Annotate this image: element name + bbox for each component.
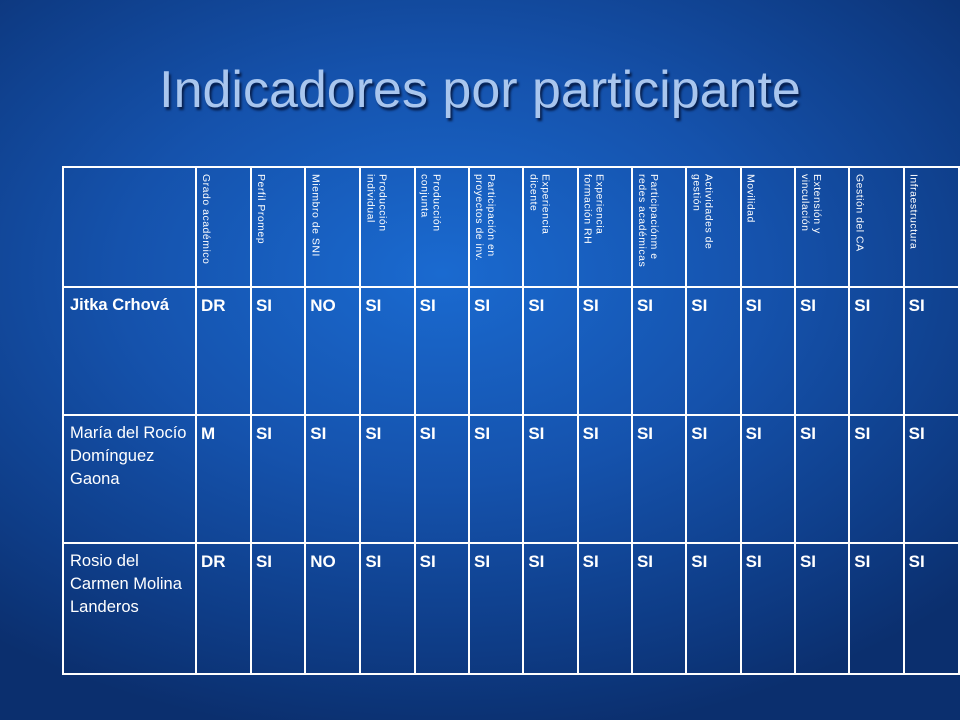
header-cell: Extensión y vinculación [793, 166, 851, 288]
indicator-value: SI [902, 414, 960, 544]
header-cell: Producción individual [359, 166, 416, 288]
indicator-value: DR [194, 286, 252, 416]
indicator-value: SI [359, 542, 416, 675]
indicator-value: M [194, 414, 252, 544]
indicator-value: SI [685, 542, 742, 675]
indicator-value: SI [413, 286, 470, 416]
header-cell: Participaciónm e redes académicas [630, 166, 688, 288]
indicator-value: SI [685, 286, 742, 416]
column-header: Experiencia formación RH [581, 174, 606, 245]
indicators-table: Grado académico Perfil Promep Miembro de… [62, 166, 960, 675]
indicator-value: SI [576, 414, 633, 544]
indicator-value: NO [304, 286, 362, 416]
participant-name: María del Rocío Domínguez Gaona [62, 414, 197, 544]
indicator-value: SI [848, 542, 905, 675]
indicator-value: SI [467, 542, 525, 675]
column-header: Producción individual [364, 174, 389, 232]
indicator-value: SI [739, 286, 796, 416]
indicator-value: SI [848, 286, 905, 416]
indicator-value: SI [576, 286, 633, 416]
participant-name: Jitka Crhová [62, 286, 197, 416]
column-header: Gestión del CA [853, 174, 866, 252]
header-cell: Experiencia dicente [522, 166, 579, 288]
indicator-value: SI [630, 542, 688, 675]
indicator-value: SI [793, 286, 851, 416]
indicator-value: SI [359, 414, 416, 544]
indicator-value: SI [249, 286, 307, 416]
indicator-value: SI [359, 286, 416, 416]
indicator-value: SI [413, 414, 470, 544]
indicator-value: SI [249, 414, 307, 544]
indicator-value: SI [467, 414, 525, 544]
header-cell: Producción conjunta [413, 166, 470, 288]
header-cell: Movilidad [739, 166, 796, 288]
header-cell: Perfil Promep [249, 166, 307, 288]
indicator-value: SI [522, 286, 579, 416]
indicator-value: DR [194, 542, 252, 675]
indicator-value: SI [467, 286, 525, 416]
header-cell: Actividades de gestión [685, 166, 742, 288]
indicator-value: SI [685, 414, 742, 544]
indicator-value: SI [249, 542, 307, 675]
indicator-value: SI [739, 414, 796, 544]
header-cell: Gestión del CA [848, 166, 905, 288]
indicator-value: SI [522, 542, 579, 675]
indicator-value: SI [739, 542, 796, 675]
indicator-value: SI [630, 414, 688, 544]
header-cell: Participación en proyectos de inv. [467, 166, 525, 288]
column-header: Extensión y vinculación [798, 174, 823, 234]
header-cell: Grado académico [194, 166, 252, 288]
column-header: Participación en proyectos de inv. [472, 174, 497, 262]
indicator-value: SI [902, 542, 960, 675]
header-cell: Miembro de SNI [304, 166, 362, 288]
indicator-value: SI [848, 414, 905, 544]
column-header: Infraestructura [907, 174, 920, 250]
header-cell: Infraestructura [902, 166, 960, 288]
participant-name: Rosio del Carmen Molina Landeros [62, 542, 197, 675]
column-header: Perfil Promep [254, 174, 267, 245]
table-row: Rosio del Carmen Molina Landeros DR SI N… [62, 542, 960, 675]
indicator-value: SI [304, 414, 362, 544]
column-header: Grado académico [199, 174, 212, 265]
indicator-value: SI [522, 414, 579, 544]
table-row: Jitka Crhová DR SI NO SI SI SI SI SI SI … [62, 286, 960, 416]
indicator-value: SI [413, 542, 470, 675]
column-header: Experiencia dicente [527, 174, 552, 235]
indicator-value: SI [630, 286, 688, 416]
corner-cell [62, 166, 197, 288]
table-row: María del Rocío Domínguez Gaona M SI SI … [62, 414, 960, 544]
header-row: Grado académico Perfil Promep Miembro de… [62, 166, 960, 288]
indicator-value: SI [793, 414, 851, 544]
indicator-value: NO [304, 542, 362, 675]
column-header: Movilidad [744, 174, 757, 223]
column-header: Actividades de gestión [690, 174, 715, 250]
header-cell: Experiencia formación RH [576, 166, 633, 288]
column-header: Miembro de SNI [309, 174, 322, 257]
indicator-value: SI [576, 542, 633, 675]
indicator-value: SI [902, 286, 960, 416]
column-header: Producción conjunta [418, 174, 443, 232]
slide-title: Indicadores por participante [159, 61, 801, 119]
column-header: Participaciónm e redes académicas [635, 174, 660, 268]
indicator-value: SI [793, 542, 851, 675]
